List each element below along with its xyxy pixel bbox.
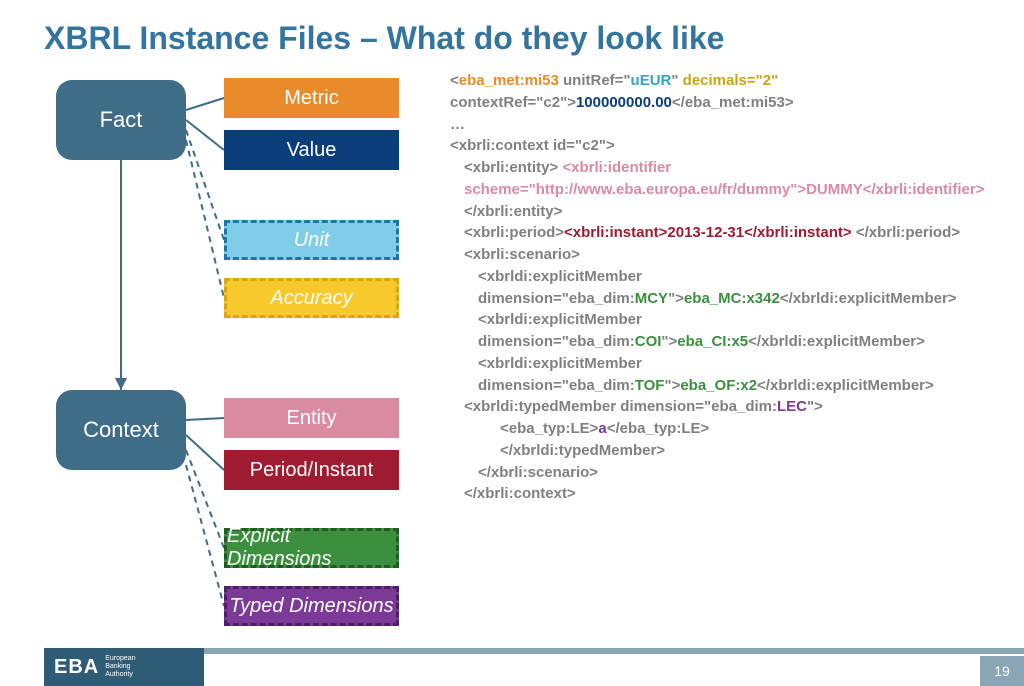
code-line: </xbrldi:typedMember> (450, 440, 1010, 462)
node-fact-label: Fact (100, 107, 143, 133)
code-line: <eba_met:mi53 unitRef="uEUR" decimals="2… (450, 70, 1010, 114)
chip-typed: Typed Dimensions (224, 586, 399, 626)
code-line: <xbrldi:typedMember dimension="eba_dim:L… (450, 396, 1010, 418)
chip-value: Value (224, 130, 399, 170)
chip-unit: Unit (224, 220, 399, 260)
code-line: <xbrli:context id="c2"> (450, 135, 1010, 157)
code-line: <xbrli:entity> <xbrli:identifier scheme=… (450, 157, 1010, 222)
code-line: <xbrldi:explicitMember dimension="eba_di… (450, 353, 1010, 397)
footer-logo: EBA European Banking Authority (44, 648, 204, 686)
code-line: </xbrli:scenario> (450, 462, 1010, 484)
footer-logo-text: EBA (54, 656, 99, 679)
chip-period: Period/Instant (224, 450, 399, 490)
code-line: <eba_typ:LE>a</eba_typ:LE> (450, 418, 1010, 440)
footer-page: 19 (980, 656, 1024, 686)
node-fact: Fact (56, 80, 186, 160)
footer-logo-sub3: Authority (105, 671, 133, 678)
code-line: </xbrli:context> (450, 483, 1010, 505)
footer: EBA European Banking Authority 19 (0, 648, 1024, 686)
code-line: <xbrli:period><xbrli:instant>2013-12-31<… (450, 222, 1010, 244)
diagram-area: Fact Context Metric Value Unit Accuracy Enti… (44, 70, 424, 640)
footer-logo-sub: European Banking Authority (105, 655, 135, 678)
chip-accuracy: Accuracy (224, 278, 399, 318)
code-line: <xbrldi:explicitMember dimension="eba_di… (450, 309, 1010, 353)
page-title: XBRL Instance Files – What do they look … (44, 20, 724, 57)
node-context-label: Context (83, 417, 159, 443)
node-context: Context (56, 390, 186, 470)
chip-metric: Metric (224, 78, 399, 118)
code-line: <xbrldi:explicitMember dimension="eba_di… (450, 266, 1010, 310)
footer-logo-sub2: Banking (105, 663, 130, 670)
code-line: <xbrli:scenario> (450, 244, 1010, 266)
chip-entity: Entity (224, 398, 399, 438)
footer-logo-sub1: European (105, 655, 135, 662)
code-line: … (450, 114, 1010, 136)
code-pane: <eba_met:mi53 unitRef="uEUR" decimals="2… (450, 70, 1010, 505)
chip-explicit: Explicit Dimensions (224, 528, 399, 568)
